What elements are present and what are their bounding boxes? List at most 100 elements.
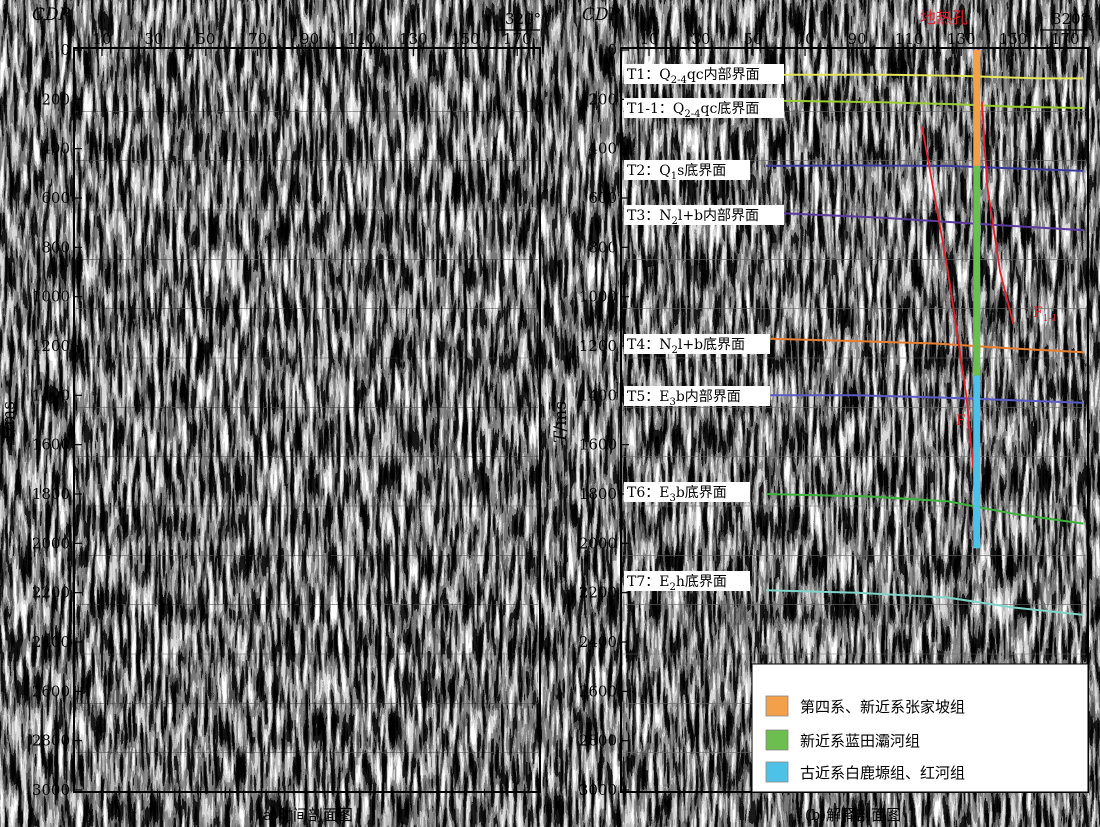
legend-label: 古近系白鹿塬组、红河组: [800, 764, 965, 782]
legend: 第四系、新近系张家坡组 新近系蓝田灞河组 古近系白鹿塬组、红河组: [751, 663, 1089, 793]
y-tick-label: 3000: [579, 781, 617, 799]
left-panel: 10 30 50 70 90 110 130 150 170 0 200 400 600 800 1000…: [0, 5, 541, 824]
y-tick-label: 2800: [579, 732, 617, 750]
y-tick-label: 400: [588, 140, 617, 158]
right-y-ticks: 0 200 400 600 800 1000 1200 1400 1600 1800 2000 220…: [579, 41, 1086, 799]
fault-line-f1: [921, 126, 981, 532]
legend-swatch: [765, 695, 789, 717]
horizon-line-t3: [771, 211, 1084, 232]
left-y-axis-label: T/ms: [0, 401, 19, 443]
well-interval: [973, 165, 981, 376]
x-tick-label: 110: [347, 30, 376, 48]
y-tick-label: 400: [41, 140, 70, 158]
horizon-label-t4: T4：N2l+b底界面: [624, 334, 770, 356]
legend-label: 新近系蓝田灞河组: [800, 732, 920, 750]
left-azimuth-label: 320°: [505, 10, 541, 28]
x-tick-label: 130: [399, 30, 428, 48]
horizon-line-t6: [766, 493, 1084, 525]
x-tick-label: 90: [848, 30, 867, 48]
horizon-line-t4: [766, 337, 1084, 354]
legend-item: 古近系白鹿塬组、红河组: [765, 761, 965, 783]
y-tick-label: 2000: [579, 534, 617, 552]
y-tick-label: 1000: [579, 288, 617, 306]
left-caption: (a)时间剖面图: [257, 806, 353, 824]
horizon-label-t5: T5：E3b内部界面: [624, 386, 770, 408]
fault-line-f1-1: [981, 101, 1015, 325]
well-interval: [973, 50, 981, 166]
x-tick-label: 150: [999, 30, 1028, 48]
horizon-label-t1-1: T1-1：Q2-4qc底界面: [624, 98, 784, 120]
y-tick-label: 2800: [32, 732, 70, 750]
horizon-label-t1: T1：Q2-4qc内部界面: [624, 64, 784, 86]
left-y-ticks: 0 200 400 600 800 1000 1200 1400 1600 1800 2000 220…: [32, 41, 538, 799]
y-tick-label: 2000: [32, 534, 70, 552]
x-tick-label: 170: [503, 30, 532, 48]
right-x-ticks: 10 30 50 70 90 110 130 150 170: [639, 30, 1080, 56]
x-tick-label: 10: [92, 30, 111, 48]
x-tick-label: 90: [300, 30, 319, 48]
y-tick-label: 2400: [32, 633, 70, 651]
svg-text:T1-1：Q2-4qc底界面: T1-1：Q2-4qc底界面: [627, 101, 759, 120]
horizon-line-t1-1: [771, 99, 1084, 109]
horizon-lines: [766, 73, 1084, 616]
right-panel: 10 30 50 70 90 110 130 150 170 0 200 400 600 800 1000…: [551, 5, 1089, 824]
horizon-label-t7: T7：E2h底界面: [624, 571, 750, 593]
y-tick-label: 1400: [32, 386, 70, 404]
legend-swatch: [765, 729, 789, 751]
fault-label-f1: F1: [956, 413, 971, 432]
y-tick-label: 2200: [32, 584, 70, 602]
horizon-line-t2: [766, 164, 1084, 172]
well-column: [973, 50, 981, 549]
right-caption: (b)解释剖面图: [805, 806, 901, 824]
x-tick-label: 170: [1051, 30, 1080, 48]
horizon-label-t3: T3：N2l+b内部界面: [624, 205, 784, 227]
svg-text:T1：Q2-4qc内部界面: T1：Q2-4qc内部界面: [627, 67, 760, 86]
fault-lines: [921, 101, 1015, 532]
y-tick-label: 600: [41, 189, 70, 207]
x-tick-label: 10: [639, 30, 658, 48]
horizon-labels: T1：Q2-4qc内部界面 T1-1：Q2-4qc底界面 T2：Q1s底界面 T…: [624, 64, 784, 593]
y-tick-label: 2200: [579, 584, 617, 602]
left-seismic-texture: [76, 50, 538, 790]
svg-text:T5：E3b内部界面: T5：E3b内部界面: [627, 389, 741, 408]
y-tick-label: 200: [588, 90, 617, 108]
svg-text:T6：E3b底界面: T6：E3b底界面: [627, 485, 727, 504]
fault-label-f1-1: F1-1: [1033, 305, 1057, 324]
legend-swatch: [765, 761, 789, 783]
x-tick-label: 70: [796, 30, 815, 48]
y-tick-label: 1800: [579, 485, 617, 503]
horizon-label-t6: T6：E3b底界面: [624, 482, 750, 504]
legend-item: 第四系、新近系张家坡组: [765, 695, 965, 717]
left-cdp-label: CDP: [32, 5, 71, 25]
x-tick-label: 70: [248, 30, 267, 48]
y-tick-label: 1200: [579, 337, 617, 355]
y-tick-label: 1600: [579, 436, 617, 454]
y-tick-label: 2600: [579, 682, 617, 700]
legend-box: [751, 663, 1089, 793]
right-y-axis-label: T/ms: [551, 401, 571, 443]
y-tick-label: 200: [41, 90, 70, 108]
x-tick-label: 50: [744, 30, 763, 48]
well-label: 地热孔: [920, 8, 968, 27]
y-tick-label: 1200: [32, 337, 70, 355]
horizon-line-t5: [766, 394, 1084, 404]
legend-label: 第四系、新近系张家坡组: [800, 698, 965, 716]
right-azimuth-label: 320°: [1052, 10, 1088, 28]
svg-text:T2：Q1s底界面: T2：Q1s底界面: [627, 163, 726, 182]
y-tick-label: 0: [607, 41, 617, 59]
y-tick-label: 2400: [579, 633, 617, 651]
y-tick-label: 800: [588, 238, 617, 256]
y-tick-label: 600: [588, 189, 617, 207]
well-interval: [973, 375, 981, 549]
y-tick-label: 1000: [32, 288, 70, 306]
svg-text:T7：E2h底界面: T7：E2h底界面: [627, 574, 727, 593]
left-plot-frame: [73, 47, 541, 793]
svg-text:T4：N2l+b底界面: T4：N2l+b底界面: [627, 337, 745, 356]
y-tick-label: 1800: [32, 485, 70, 503]
x-tick-label: 150: [451, 30, 480, 48]
x-tick-label: 110: [895, 30, 924, 48]
y-tick-label: 800: [41, 238, 70, 256]
y-tick-label: 3000: [32, 781, 70, 799]
x-tick-label: 30: [691, 30, 710, 48]
